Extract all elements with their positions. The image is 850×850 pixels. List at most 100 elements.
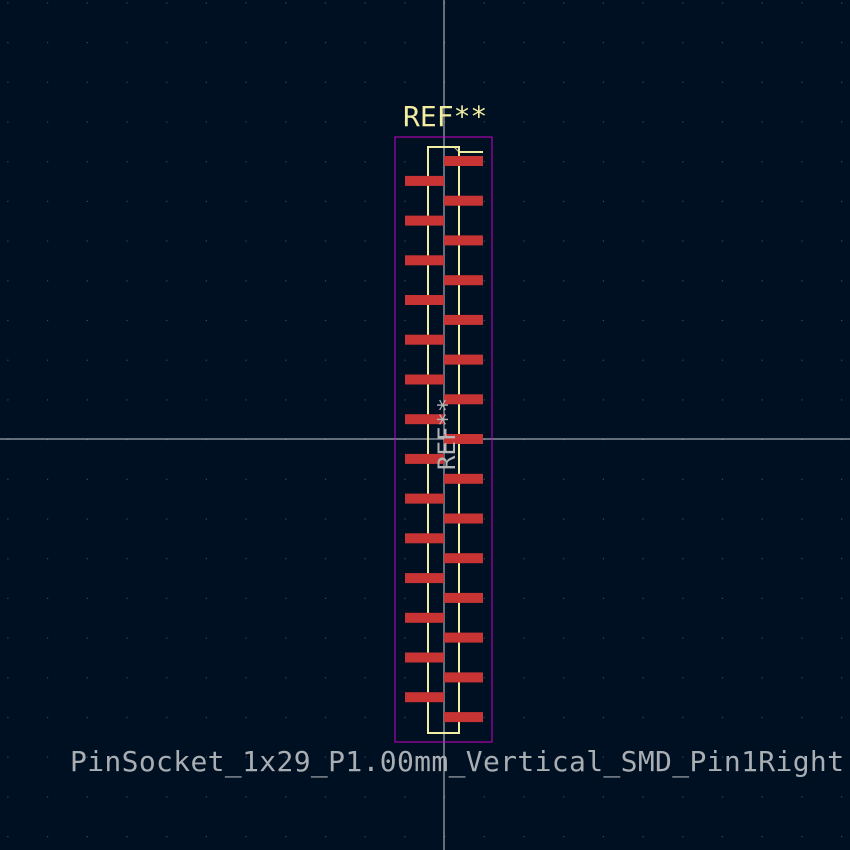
pad-6[interactable] (405, 255, 444, 266)
pad-14[interactable] (405, 414, 444, 425)
pad-5[interactable] (444, 235, 483, 246)
grid-dot (86, 637, 88, 639)
grid-dot (166, 478, 168, 480)
grid-dot (483, 161, 485, 163)
grid-dot (523, 796, 525, 798)
pad-12[interactable] (405, 374, 444, 385)
grid-dot (245, 399, 247, 401)
footprint-value-text[interactable]: PinSocket_1x29_P1.00mm_Vertical_SMD_Pin1… (70, 745, 845, 778)
grid-dot (841, 2, 843, 4)
grid-dot (523, 42, 525, 44)
grid-dot (324, 42, 327, 44)
pad-3[interactable] (444, 195, 483, 206)
reference-designator-fab[interactable]: REF** (433, 397, 461, 470)
grid-dot (404, 2, 406, 4)
grid-dot (682, 597, 684, 599)
grid-dot (602, 518, 604, 520)
pad-7[interactable] (444, 275, 483, 286)
grid-dot (324, 716, 327, 719)
pad-8[interactable] (405, 295, 444, 305)
grid-dot (682, 121, 684, 123)
grid-dot (563, 42, 565, 44)
pad-2[interactable] (405, 175, 444, 186)
grid-dot (801, 677, 803, 679)
pad-29[interactable] (444, 712, 483, 723)
pad-20[interactable] (405, 533, 444, 544)
grid-dot (682, 2, 684, 4)
grid-dot (523, 359, 525, 361)
pad-1[interactable] (444, 156, 483, 166)
grid-dot (47, 359, 49, 361)
grid-dot (324, 518, 327, 520)
grid-dot (642, 161, 644, 163)
pad-11[interactable] (444, 354, 483, 365)
grid-dot (642, 439, 644, 441)
pad-19[interactable] (444, 513, 483, 524)
grid-dot (47, 836, 49, 838)
pad-18[interactable] (405, 493, 444, 504)
grid-dot (721, 399, 724, 401)
pad-9[interactable] (444, 314, 483, 325)
grid-dot (285, 280, 287, 282)
grid-dot (483, 756, 485, 758)
grid-dot (682, 399, 684, 401)
grid-dot (761, 280, 763, 282)
grid-dot (47, 439, 49, 441)
grid-dot (602, 42, 604, 44)
grid-dot (483, 439, 485, 441)
pad-23[interactable] (444, 592, 483, 603)
grid-dot (483, 2, 485, 4)
pad-25[interactable] (444, 632, 483, 643)
grid-dot (444, 756, 446, 758)
grid-dot (364, 518, 366, 520)
grid-dot (563, 240, 565, 242)
grid-dot (761, 836, 763, 838)
grid-dot (483, 796, 485, 798)
pad-16[interactable] (405, 453, 444, 464)
grid-dot (523, 518, 525, 520)
grid-dot (205, 121, 207, 123)
grid-dot (245, 796, 247, 798)
grid-dot (205, 399, 207, 401)
grid-dot (285, 836, 287, 838)
grid-dot (721, 597, 724, 599)
grid-dot (483, 121, 485, 123)
grid-dot (285, 716, 287, 719)
grid-dot (801, 161, 803, 163)
pad-15[interactable] (444, 434, 483, 444)
reference-designator-silk[interactable]: REF** (403, 100, 488, 133)
grid-dot (721, 439, 724, 441)
pad-10[interactable] (405, 334, 444, 345)
grid-dot (166, 677, 168, 679)
grid-dot (602, 677, 604, 679)
grid-dot (721, 359, 724, 361)
grid-dot (285, 2, 287, 4)
grid-dot (523, 121, 525, 123)
grid-dot (682, 439, 684, 441)
grid-dot (523, 637, 525, 639)
grid-dot (324, 399, 327, 401)
grid-dot (801, 81, 803, 83)
grid-dot (404, 42, 406, 44)
pad-24[interactable] (405, 612, 444, 623)
grid-dot (7, 478, 9, 480)
pad-21[interactable] (444, 553, 483, 564)
grid-dot (483, 42, 485, 44)
grid-dot (364, 399, 366, 401)
pad-26[interactable] (405, 652, 444, 663)
pad-13[interactable] (444, 394, 483, 405)
grid-dot (761, 597, 763, 599)
grid-dot (642, 518, 644, 520)
grid-dot (245, 161, 247, 163)
pad-27[interactable] (444, 672, 483, 683)
pad-28[interactable] (405, 692, 444, 703)
grid-dot (285, 399, 287, 401)
pad-17[interactable] (444, 473, 483, 484)
grid-dot (86, 439, 88, 441)
grid-dot (285, 796, 287, 798)
pad-22[interactable] (405, 573, 444, 584)
pad-4[interactable] (405, 215, 444, 226)
grid-dot (404, 716, 406, 719)
grid-dot (602, 200, 604, 202)
